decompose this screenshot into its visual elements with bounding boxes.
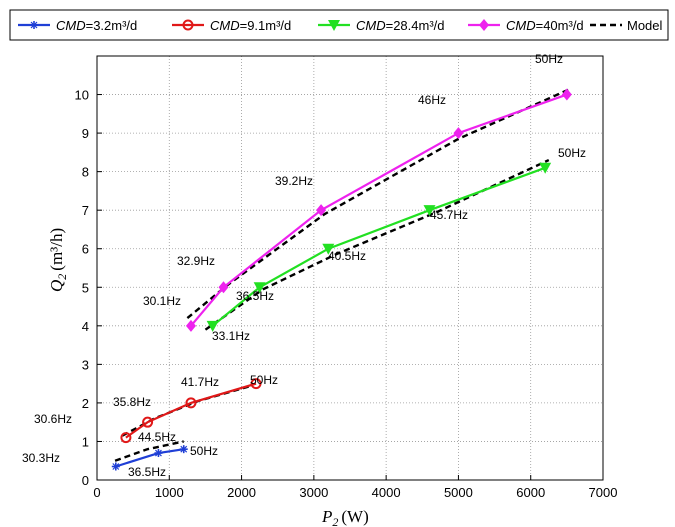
data-point bbox=[322, 243, 335, 255]
data-point bbox=[185, 319, 196, 332]
legend: CMD=3.2m³/d CMD=9.1m³/d CMD=28.4m³/d CMD=40… bbox=[9, 9, 669, 41]
data-point bbox=[328, 20, 340, 31]
data-point bbox=[250, 378, 262, 390]
y-tick-label: 9 bbox=[82, 126, 89, 141]
legend-label: CMD=9.1m³/d bbox=[210, 18, 291, 33]
legend-label: Model bbox=[627, 18, 663, 33]
grid bbox=[97, 56, 603, 480]
data-point bbox=[142, 416, 154, 428]
model-line bbox=[114, 440, 184, 462]
series-line bbox=[125, 382, 257, 439]
data-point bbox=[30, 21, 38, 29]
frequency-label: 44.5Hz bbox=[138, 430, 176, 444]
frequency-label: 33.1Hz bbox=[212, 329, 250, 343]
x-tick-label: 6000 bbox=[516, 485, 545, 500]
data-point bbox=[316, 204, 327, 217]
frequency-label: 50Hz bbox=[190, 444, 218, 458]
frequency-label: 36.5Hz bbox=[128, 465, 166, 479]
frequency-label: 32.9Hz bbox=[177, 254, 215, 268]
y-tick-label: 0 bbox=[82, 473, 89, 488]
frequency-label: 41.7Hz bbox=[181, 375, 219, 389]
x-axis-label: P2 (W) bbox=[321, 507, 369, 527]
model-line bbox=[186, 87, 571, 320]
data-point bbox=[539, 162, 552, 174]
frequency-label: 40.5Hz bbox=[328, 249, 366, 263]
x-tick-label: 1000 bbox=[155, 485, 184, 500]
data-point bbox=[206, 320, 219, 332]
legend-label: CMD=40m³/d bbox=[506, 18, 584, 33]
x-tick-label: 0 bbox=[93, 485, 100, 500]
model-line bbox=[121, 384, 253, 437]
tick-labels: 0 1000 2000 3000 4000 5000 6000 7000 0 1 2 3 4 5 6 7 8 9 1… bbox=[75, 88, 618, 500]
x-tick-label: 7000 bbox=[589, 485, 618, 500]
y-tick-label: 10 bbox=[75, 88, 89, 103]
frequency-label: 36.5Hz bbox=[236, 289, 274, 303]
frequency-label: 30.3Hz bbox=[22, 451, 60, 465]
y-tick-label: 1 bbox=[82, 434, 89, 449]
frequency-label: 50Hz bbox=[250, 373, 278, 387]
x-tick-label: 2000 bbox=[227, 485, 256, 500]
y-tick-label: 4 bbox=[82, 319, 89, 334]
frequency-label: 45.7Hz bbox=[430, 208, 468, 222]
data-point bbox=[182, 19, 194, 31]
frequency-label: 39.2Hz bbox=[275, 174, 313, 188]
data-point bbox=[111, 462, 120, 471]
frequency-label: 30.1Hz bbox=[143, 294, 181, 308]
data-point bbox=[179, 445, 188, 454]
series-lines bbox=[111, 88, 572, 471]
frequency-label: 50Hz bbox=[535, 52, 563, 66]
plot-area-frame bbox=[96, 55, 604, 481]
x-tick-label: 3000 bbox=[299, 485, 328, 500]
y-tick-label: 2 bbox=[82, 396, 89, 411]
y-axis-label: Q2(m³/h) bbox=[47, 228, 69, 292]
y-tick-label: 7 bbox=[82, 203, 89, 218]
x-tick-label: 4000 bbox=[372, 485, 401, 500]
data-point bbox=[253, 282, 266, 294]
frequency-label: 30.6Hz bbox=[34, 412, 72, 426]
data-point bbox=[423, 205, 436, 217]
y-tick-label: 3 bbox=[82, 357, 89, 372]
data-point bbox=[120, 432, 132, 444]
data-point bbox=[218, 281, 229, 294]
y-tick-label: 5 bbox=[82, 280, 89, 295]
legend-label: CMD=28.4m³/d bbox=[356, 18, 445, 33]
data-point bbox=[479, 19, 489, 31]
model-curves bbox=[114, 87, 571, 462]
frequency-label: 35.8Hz bbox=[113, 395, 151, 409]
y-tick-label: 8 bbox=[82, 165, 89, 180]
data-point bbox=[453, 127, 464, 140]
data-point bbox=[561, 88, 572, 101]
x-tick-label: 5000 bbox=[444, 485, 473, 500]
y-tick-label: 6 bbox=[82, 242, 89, 257]
legend-label: CMD=3.2m³/d bbox=[56, 18, 137, 33]
frequency-label: 46Hz bbox=[418, 93, 446, 107]
frequency-label: 50Hz bbox=[558, 146, 586, 160]
data-point bbox=[185, 397, 197, 409]
data-point bbox=[154, 449, 163, 458]
frequency-labels: 30.3Hz 36.5Hz 44.5Hz 50Hz 30.6Hz 35.8Hz 41.7Hz… bbox=[22, 52, 586, 479]
